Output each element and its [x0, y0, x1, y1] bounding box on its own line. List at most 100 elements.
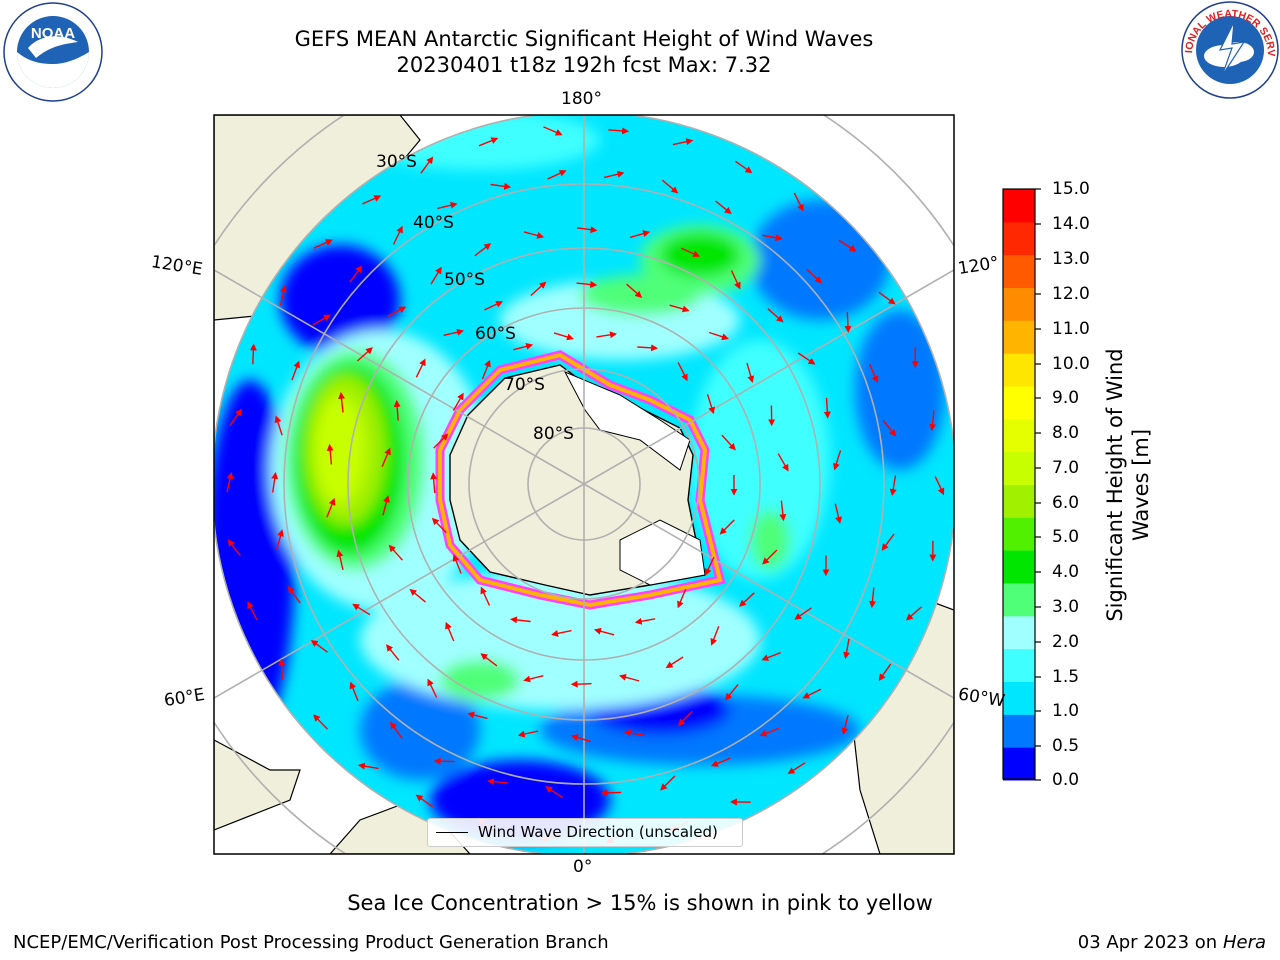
- colorbar-segment: [1003, 451, 1035, 485]
- wave-direction-arrow: [794, 607, 812, 620]
- wave-direction-arrow: [445, 621, 455, 642]
- wave-direction-arrow: [637, 344, 659, 352]
- wave-direction-arrow: [349, 265, 363, 283]
- wave-direction-arrow: [276, 529, 284, 550]
- wave-direction-arrow: [227, 539, 241, 557]
- wave-direction-arrow: [310, 639, 328, 653]
- wave-direction-arrow: [777, 453, 789, 472]
- wave-direction-arrow: [551, 629, 572, 637]
- graticule: [214, 115, 954, 854]
- wave-direction-arrow: [834, 503, 842, 524]
- wave-direction-arrow: [746, 362, 755, 383]
- wave-direction-arrow: [600, 789, 622, 797]
- wave-direction-arrow: [661, 179, 679, 194]
- wave-direction-arrow: [229, 408, 242, 426]
- wave-direction-arrow: [793, 192, 804, 212]
- wave-direction-arrow: [677, 588, 687, 609]
- wave-direction-arrow: [510, 616, 531, 624]
- wave-direction-arrow: [443, 328, 465, 336]
- wave-direction-arrow: [247, 601, 258, 621]
- wave-direction-arrow: [869, 587, 876, 609]
- wave-direction-arrow: [474, 243, 492, 257]
- wave-direction-arrow: [312, 314, 331, 326]
- noaa-logo: NOAA: [3, 2, 103, 102]
- cb-tick: 5.0: [1052, 527, 1080, 547]
- wave-direction-arrow: [481, 359, 491, 380]
- colorbar-label-line2: Waves [m]: [1129, 428, 1153, 542]
- wave-direction-arrow: [934, 476, 945, 496]
- lat-label-30s: 30°S: [376, 152, 417, 172]
- wave-direction-arrow: [389, 721, 403, 739]
- lat-label-50s: 50°S: [444, 270, 485, 290]
- wave-direction-arrow: [823, 397, 831, 419]
- wave-direction-arrow: [767, 308, 784, 323]
- wave-direction-arrow: [721, 434, 736, 451]
- colorbar-segment: [1003, 418, 1035, 453]
- wave-direction-arrow: [291, 360, 301, 381]
- wave-direction-arrow: [480, 653, 498, 667]
- cb-tick: 7.0: [1052, 458, 1080, 478]
- colorbar-segment: [1003, 517, 1035, 551]
- wave-direction-arrow: [715, 200, 732, 215]
- wave-direction-arrow: [677, 710, 693, 727]
- footer-date-text: 03 Apr 2023 on: [1077, 932, 1223, 953]
- wave-direction-arrow: [392, 225, 403, 245]
- wave-direction-arrow: [430, 472, 438, 494]
- wave-direction-arrow: [634, 617, 656, 625]
- wave-direction-arrow: [708, 331, 729, 341]
- wave-direction-arrow: [517, 730, 539, 738]
- lat-label-40s: 40°S: [413, 213, 454, 233]
- wave-direction-arrow: [719, 519, 735, 535]
- wave-direction-arrow: [393, 399, 401, 421]
- wave-direction-arrow: [452, 554, 462, 574]
- wave-direction-arrow: [802, 688, 822, 699]
- wave-direction-arrow: [706, 394, 715, 415]
- wave-direction-arrow: [336, 549, 344, 571]
- wave-direction-arrow: [467, 711, 488, 720]
- cb-tick: 2.0: [1052, 632, 1080, 652]
- cb-tick: 15.0: [1052, 179, 1090, 199]
- wave-direction-arrow: [478, 137, 499, 147]
- wave-direction-arrow: [487, 778, 508, 786]
- wave-direction-arrow: [576, 226, 598, 234]
- wave-direction-arrow: [730, 270, 741, 290]
- colorbar-segment: [1003, 221, 1035, 256]
- wave-direction-arrow: [704, 556, 715, 576]
- wave-direction-arrow: [415, 358, 426, 378]
- wave-direction-arrow: [570, 680, 592, 688]
- wave-direction-arrow: [271, 471, 279, 493]
- wave-direction-arrow: [672, 138, 694, 146]
- wave-direction-arrow: [415, 794, 434, 808]
- colorbar-segment: [1003, 484, 1035, 518]
- colorbar-segment: [1003, 189, 1035, 223]
- wave-direction-arrow: [338, 391, 346, 413]
- wave-direction-arrow: [226, 471, 234, 493]
- lat-label-70s: 70°S: [504, 375, 545, 395]
- colorbar-segment: [1003, 550, 1035, 584]
- cb-tick: 3.0: [1052, 597, 1080, 617]
- wave-direction-arrow: [249, 343, 257, 365]
- wave-direction-arrow: [480, 586, 491, 606]
- wave-direction-arrow: [523, 231, 545, 239]
- wave-direction-arrow: [929, 410, 937, 432]
- colorbar-segment: [1003, 747, 1035, 781]
- wave-direction-arrow: [710, 626, 720, 646]
- wave-direction-arrow: [604, 170, 625, 179]
- wave-direction-arrow: [430, 266, 442, 285]
- wave-direction-arrow: [779, 500, 787, 522]
- colorbar-segment: [1003, 714, 1035, 748]
- colorbar-segment: [1003, 386, 1035, 420]
- wave-direction-arrow: [680, 247, 701, 257]
- footer-credit: NCEP/EMC/Verification Post Processing Pr…: [13, 932, 609, 953]
- wave-direction-arrow: [547, 170, 567, 180]
- cb-tick: 14.0: [1052, 214, 1090, 234]
- wave-direction-arrow: [725, 683, 739, 701]
- wave-direction-arrow: [618, 673, 640, 682]
- wave-direction-arrow: [660, 775, 676, 791]
- wave-direction-arrow: [512, 342, 534, 351]
- wave-direction-arrow: [437, 201, 458, 210]
- wave-direction-arrow: [797, 352, 816, 365]
- wave-direction-arrow: [483, 301, 504, 311]
- cb-tick: 11.0: [1052, 319, 1090, 339]
